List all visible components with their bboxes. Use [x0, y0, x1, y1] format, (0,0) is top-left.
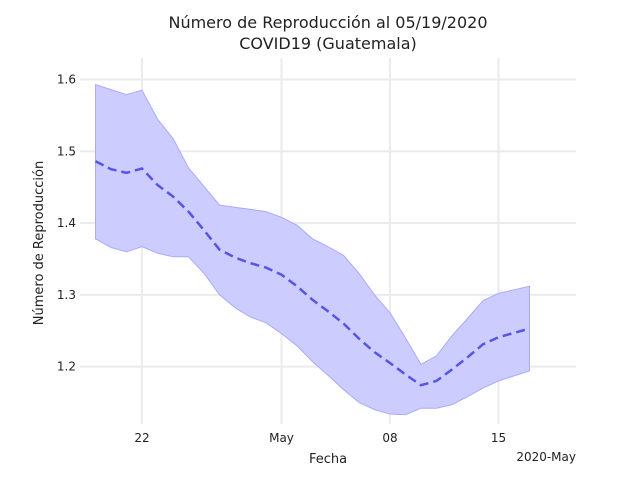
x-axis-ticks: 22 May 08 15 [134, 431, 506, 445]
chart-title-line-1: Número de Reproducción al 05/19/2020 [168, 13, 487, 32]
x-tick-label: 08 [382, 431, 397, 445]
x-tick-label: 15 [491, 431, 506, 445]
x-axis-label: Fecha [309, 452, 347, 467]
y-tick-label: 1.2 [57, 360, 76, 374]
y-tick-label: 1.3 [57, 288, 76, 302]
y-tick-label: 1.6 [57, 73, 76, 87]
x-tick-label: May [269, 431, 294, 445]
confidence-band [95, 83, 530, 416]
y-axis-label: Número de Reproducción [32, 161, 47, 325]
y-tick-label: 1.5 [57, 144, 76, 158]
x-tick-label: 22 [134, 431, 149, 445]
y-axis-ticks: 1.2 1.3 1.4 1.5 1.6 [57, 73, 76, 374]
chart-title-line-2: COVID19 (Guatemala) [239, 34, 417, 53]
x-axis-offset-label: 2020-May [516, 450, 576, 464]
reproduction-number-line [94, 160, 530, 387]
y-tick-label: 1.4 [57, 216, 76, 230]
